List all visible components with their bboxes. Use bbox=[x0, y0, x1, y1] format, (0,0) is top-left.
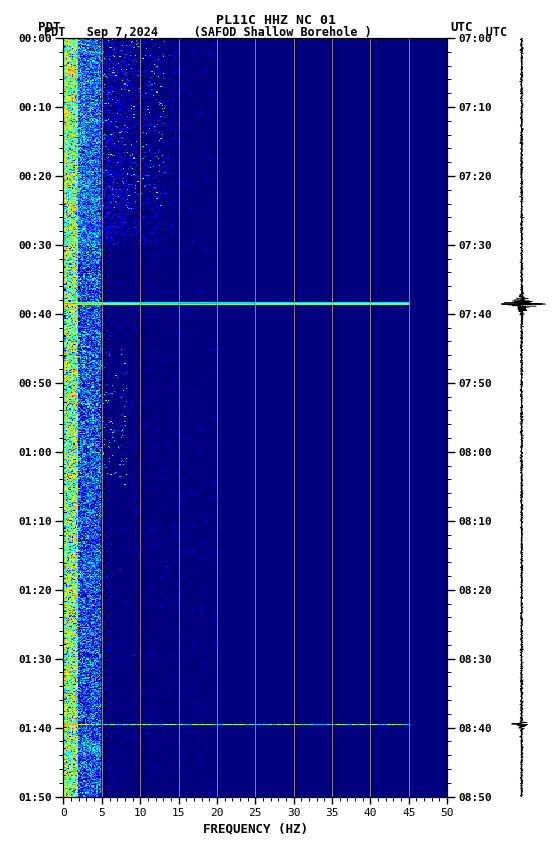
Text: PDT: PDT bbox=[38, 21, 61, 34]
Text: PDT   Sep 7,2024     (SAFOD Shallow Borehole )                UTC: PDT Sep 7,2024 (SAFOD Shallow Borehole )… bbox=[45, 26, 507, 39]
Text: UTC: UTC bbox=[450, 21, 473, 34]
Text: PL11C HHZ NC 01: PL11C HHZ NC 01 bbox=[216, 14, 336, 27]
X-axis label: FREQUENCY (HZ): FREQUENCY (HZ) bbox=[203, 823, 308, 835]
